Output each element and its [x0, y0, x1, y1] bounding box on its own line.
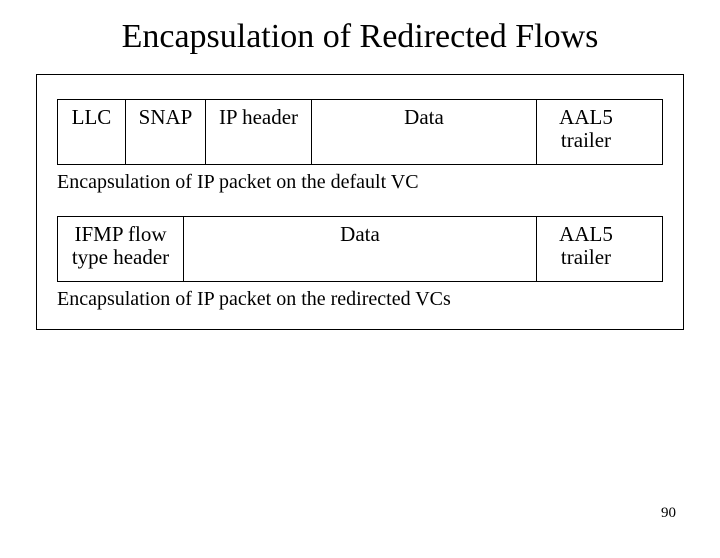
- content-frame: LLC SNAP IP header Data AAL5trailer Enca…: [36, 74, 684, 330]
- cell-aal5-trailer-2: AAL5trailer: [537, 217, 635, 281]
- cell-ifmp-header: IFMP flowtype header: [58, 217, 184, 281]
- cell-aal5-trailer-1: AAL5trailer: [537, 100, 635, 164]
- cell-llc: LLC: [58, 100, 126, 164]
- slide-title: Encapsulation of Redirected Flows: [0, 18, 720, 56]
- page-number: 90: [661, 505, 676, 522]
- cell-snap: SNAP: [126, 100, 206, 164]
- cell-data-1: Data: [312, 100, 537, 164]
- cell-ip-header: IP header: [206, 100, 312, 164]
- packet-row-default-vc: LLC SNAP IP header Data AAL5trailer: [57, 99, 663, 165]
- caption-default-vc: Encapsulation of IP packet on the defaul…: [57, 171, 663, 194]
- packet-row-redirected-vc: IFMP flowtype header Data AAL5trailer: [57, 216, 663, 282]
- caption-redirected-vc: Encapsulation of IP packet on the redire…: [57, 288, 663, 311]
- cell-data-2: Data: [184, 217, 537, 281]
